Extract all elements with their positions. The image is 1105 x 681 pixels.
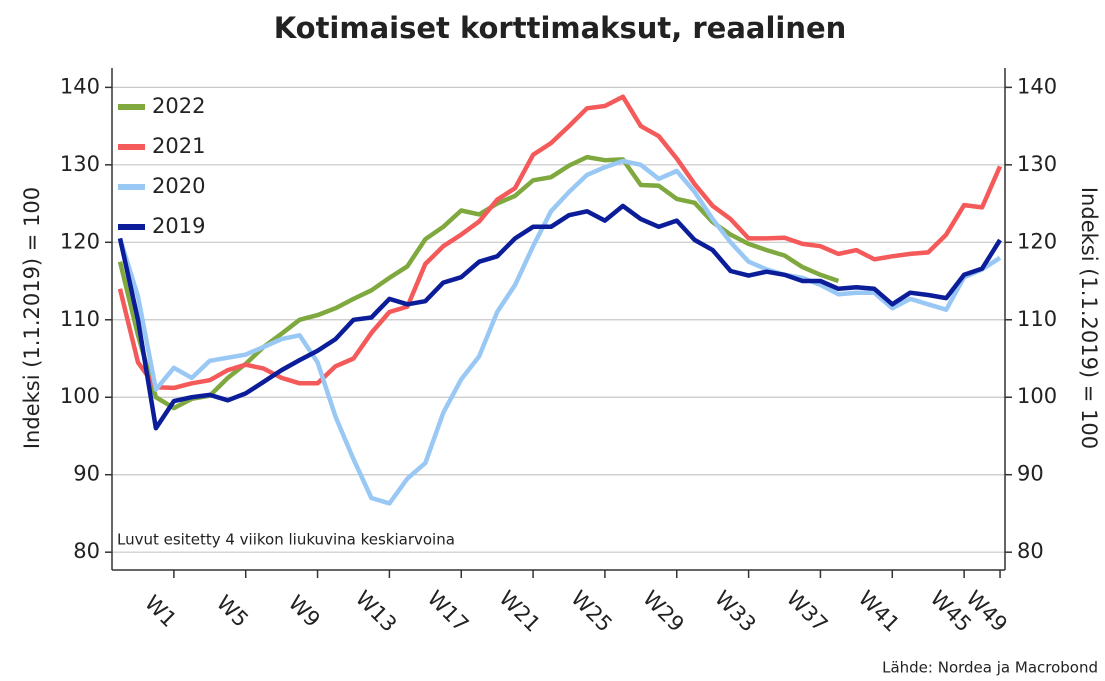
y2-tick-label: 140 [1017,74,1057,98]
series-line [117,203,1002,431]
x-tick-label: W1 [140,591,181,632]
annotation: Luvut esitetty 4 viikon liukuvina keskia… [117,531,455,549]
x-tick-label: W25 [566,586,617,637]
y2-tick-label: 130 [1017,152,1057,176]
source: Lähde: Nordea ja Macrobond [882,659,1098,677]
x-tick-label: W13 [351,586,402,637]
x-tick-label: W41 [854,586,905,637]
x-tick-label: W29 [638,586,689,637]
y-tick-label: 100 [60,384,100,408]
x-tick-label: W33 [710,586,761,637]
x-tick-label: W17 [423,586,474,637]
y2-tick-label: 120 [1017,229,1057,253]
x-tick-label: W5 [212,591,253,632]
series-line [117,94,1003,391]
y2-tick-label: 100 [1017,384,1057,408]
y-tick-label: 110 [60,307,100,331]
y2-tick-label: 80 [1017,539,1044,563]
x-tick-label: W45 [926,586,977,637]
y-tick-label: 120 [60,229,100,253]
y-tick-label: 80 [73,539,100,563]
y2-tick-label: 110 [1017,307,1057,331]
x-tick-label: W37 [782,586,833,637]
chart-title: Kotimaiset korttimaksut, reaalinen [274,11,847,45]
legend-label: 2019 [152,214,205,238]
y-tick-label: 130 [60,152,100,176]
legend-label: 2020 [152,174,205,198]
x-tick-label: W9 [284,591,325,632]
y2-tick-label: 90 [1017,462,1044,486]
y2-axis-label: Indeksi (1.1.2019) = 100 [1077,187,1101,449]
y-tick-label: 140 [60,74,100,98]
legend-label: 2021 [152,134,205,158]
x-tick-label: W21 [495,586,546,637]
legend-label: 2022 [152,94,205,118]
series-line [117,158,1002,506]
y-tick-label: 90 [73,462,100,486]
y-axis-label: Indeksi (1.1.2019) = 100 [20,187,44,449]
